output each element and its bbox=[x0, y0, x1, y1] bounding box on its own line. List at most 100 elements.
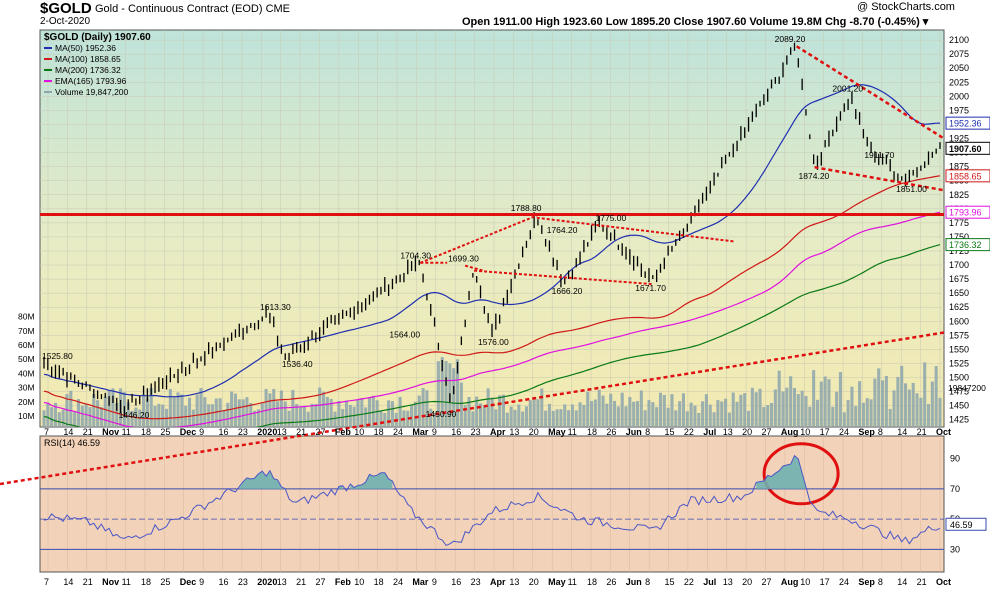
x-tick-label-bottom: 24 bbox=[393, 577, 403, 587]
volume-bar bbox=[877, 368, 881, 427]
volume-bar bbox=[475, 396, 479, 427]
value-box-text: 1793.96 bbox=[949, 208, 982, 218]
volume-bar bbox=[260, 403, 264, 427]
rsi-overbought-fill bbox=[350, 472, 393, 489]
volume-bar bbox=[287, 410, 291, 427]
x-tick-label: Dec bbox=[180, 427, 197, 437]
price-tick-label: 2100 bbox=[949, 35, 969, 45]
volume-bar bbox=[379, 410, 383, 427]
volume-bar bbox=[532, 399, 536, 427]
volume-tick-label: 20M bbox=[18, 397, 35, 407]
value-box-text: 1858.65 bbox=[949, 171, 982, 181]
x-tick-label-bottom: 10 bbox=[800, 577, 810, 587]
chart-header: $GOLD Gold - Continuous Contract (EOD) C… bbox=[0, 0, 990, 30]
volume-bar bbox=[364, 407, 368, 427]
ma100-line bbox=[43, 175, 941, 420]
volume-bar bbox=[873, 378, 877, 427]
x-tick-label-bottom: 27 bbox=[761, 577, 771, 587]
volume-bar bbox=[624, 406, 628, 427]
x-tick-label: 27 bbox=[315, 427, 325, 437]
volume-bar bbox=[804, 396, 808, 427]
legend-item: EMA(165) 1793.96 bbox=[55, 76, 127, 86]
volume-bar bbox=[907, 389, 911, 427]
legend-title: $GOLD (Daily) 1907.60 bbox=[44, 32, 151, 43]
volume-bar bbox=[333, 411, 337, 427]
x-tick-label: 11 bbox=[122, 427, 131, 437]
volume-bar bbox=[226, 402, 230, 427]
x-tick-label: Aug bbox=[781, 427, 799, 437]
x-tick-label-bottom: 23 bbox=[471, 577, 481, 587]
price-annotation-label: 1699.30 bbox=[448, 253, 479, 263]
x-tick-label-bottom: Sep bbox=[858, 577, 875, 587]
volume-bar bbox=[800, 390, 804, 427]
volume-bar bbox=[724, 398, 728, 427]
volume-bar bbox=[823, 376, 827, 427]
x-tick-label: Sep bbox=[858, 427, 875, 437]
x-tick-label-bottom: 21 bbox=[83, 577, 93, 587]
x-tick-label-bottom: Oct bbox=[936, 577, 951, 587]
volume-bar bbox=[463, 404, 467, 427]
volume-bar bbox=[314, 403, 318, 427]
volume-bar bbox=[628, 397, 632, 427]
volume-tick-label: 50M bbox=[18, 354, 35, 364]
volume-bar bbox=[145, 397, 149, 427]
volume-bar bbox=[149, 387, 153, 427]
volume-bar bbox=[57, 412, 61, 427]
volume-bar bbox=[99, 407, 103, 427]
long-term-trendline bbox=[0, 331, 945, 486]
x-tick-label-bottom: 2020 bbox=[257, 577, 277, 587]
volume-bar bbox=[283, 401, 287, 427]
volume-bar bbox=[612, 400, 617, 427]
x-tick-label-bottom: 20 bbox=[529, 577, 539, 587]
volume-bar bbox=[509, 406, 513, 427]
volume-bar bbox=[440, 357, 444, 427]
volume-bar bbox=[371, 395, 375, 427]
volume-bar bbox=[888, 408, 892, 427]
x-tick-label: 8 bbox=[645, 427, 650, 437]
volume-bar bbox=[574, 410, 578, 427]
volume-bar bbox=[279, 390, 283, 427]
volume-bar bbox=[926, 404, 931, 427]
volume-bar bbox=[153, 405, 157, 427]
volume-bar bbox=[249, 403, 253, 427]
volume-bar bbox=[635, 401, 640, 427]
x-tick-label-bottom: 10 bbox=[354, 577, 364, 587]
x-tick-label-bottom: Nov bbox=[102, 577, 119, 587]
volume-bar bbox=[490, 397, 494, 427]
volume-bar bbox=[601, 395, 605, 427]
volume-bar bbox=[222, 409, 226, 427]
x-tick-label: 2020 bbox=[257, 427, 277, 437]
volume-bar bbox=[563, 404, 567, 427]
value-box-frame bbox=[945, 169, 990, 183]
x-tick-label: 10 bbox=[800, 427, 810, 437]
volume-bar bbox=[341, 408, 345, 427]
volume-bar bbox=[609, 393, 613, 427]
price-annotation-label: 1874.20 bbox=[799, 171, 830, 181]
volume-bar bbox=[356, 399, 360, 427]
price-annotation-label: 2001.20 bbox=[832, 84, 863, 94]
volume-bar bbox=[126, 402, 130, 427]
x-tick-label-bottom: Dec bbox=[180, 577, 197, 587]
volume-bar bbox=[536, 399, 540, 427]
price-tick-label: 1675 bbox=[949, 274, 969, 284]
x-tick-label: Nov bbox=[102, 427, 119, 437]
volume-bar bbox=[781, 391, 785, 427]
volume-bar bbox=[421, 388, 425, 427]
volume-bar bbox=[674, 410, 678, 427]
volume-bar bbox=[436, 361, 440, 427]
value-box-text: 1907.60 bbox=[949, 144, 982, 154]
volume-bar bbox=[268, 393, 272, 427]
rsi-value-text: 46.59 bbox=[950, 520, 973, 530]
price-tick-label: 1500 bbox=[949, 373, 969, 383]
price-tick-label: 1600 bbox=[949, 316, 969, 326]
volume-bar bbox=[750, 387, 754, 427]
volume-bar bbox=[693, 405, 697, 427]
volume-bar bbox=[486, 388, 490, 427]
volume-bar bbox=[815, 399, 820, 427]
volume-bar bbox=[344, 400, 349, 427]
volume-bar bbox=[605, 403, 609, 427]
x-tick-label: 15 bbox=[665, 427, 675, 437]
price-annotation-label: 1764.20 bbox=[547, 225, 578, 235]
